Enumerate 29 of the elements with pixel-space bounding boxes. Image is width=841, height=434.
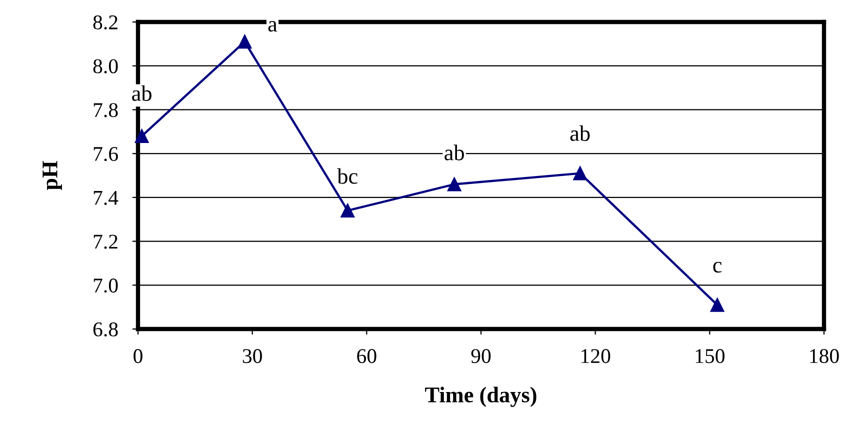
annotation: a xyxy=(268,21,278,32)
point xyxy=(340,204,355,218)
point xyxy=(134,129,149,143)
x-tick-label: 30 xyxy=(242,349,262,364)
x-tick-label: 60 xyxy=(357,349,376,364)
point xyxy=(447,177,462,192)
x-tick-label: 0 xyxy=(134,349,142,364)
annotation: c xyxy=(713,262,722,273)
annotation: ab xyxy=(444,144,464,160)
point xyxy=(573,166,588,180)
y-tick-label: 8.2 xyxy=(93,15,118,30)
y-tick-label: 7.0 xyxy=(94,278,118,293)
x-tick-label: 90 xyxy=(471,349,491,364)
y-tick-label: 7.4 xyxy=(94,190,118,205)
annotation: bc xyxy=(337,168,358,184)
y-tick-label: 8.0 xyxy=(93,59,118,74)
point xyxy=(710,298,724,312)
y-tick-label: 6.8 xyxy=(93,322,118,337)
x-tick-label: 120 xyxy=(582,349,610,364)
y-axis-title: pH xyxy=(42,161,62,190)
x-tick-label: 180 xyxy=(810,349,839,364)
y-tick-label: 7.2 xyxy=(94,234,118,249)
annotation: ab xyxy=(570,125,590,142)
y-tick-label: 7.6 xyxy=(94,147,118,162)
annotation: ab xyxy=(132,85,152,101)
x-axis-title: Time (days) xyxy=(425,386,536,407)
y-tick-label: 7.8 xyxy=(94,103,118,118)
x-tick-label: 150 xyxy=(696,349,724,364)
point xyxy=(238,34,252,49)
